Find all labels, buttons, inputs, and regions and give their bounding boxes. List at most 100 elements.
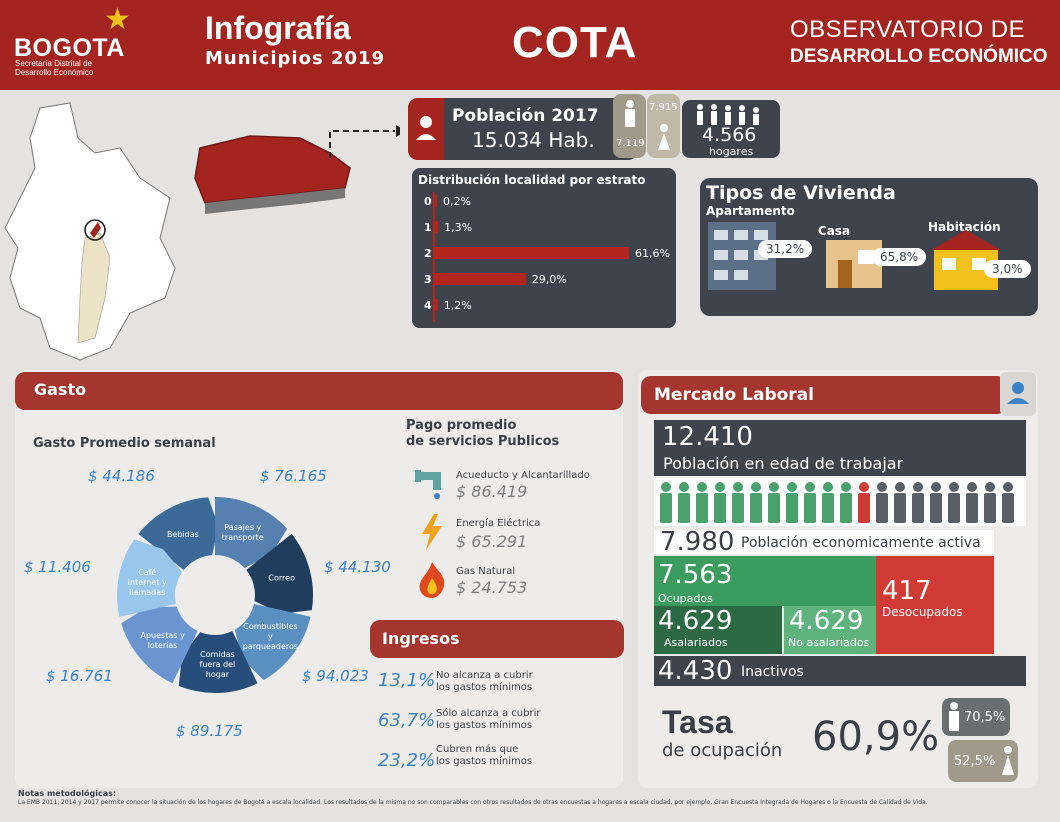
person-body <box>714 493 726 523</box>
pea-value: 7.980 <box>660 527 735 557</box>
person-head <box>967 482 977 492</box>
servicio-value-acueducto: $ 86.419 <box>456 482 528 501</box>
gasto-segment <box>178 631 258 693</box>
gas-flame-icon <box>419 562 445 598</box>
estrato-bar <box>434 299 438 311</box>
estrato-value: 29,0% <box>532 273 567 286</box>
no-asalariados-box <box>784 606 876 654</box>
ingreso-line2-1: los gastos mínimos <box>436 682 533 693</box>
desocupados-value: 417 <box>882 576 932 606</box>
pet-value: 12.410 <box>662 422 753 452</box>
no-asalariados-value: 4.629 <box>789 606 864 636</box>
men-value: 7.119 <box>616 138 645 149</box>
person-head <box>751 482 761 492</box>
pea-label: Población economicamente activa <box>741 535 981 551</box>
servicio-label-acueducto: Acueducto y Alcantarillado <box>456 470 590 481</box>
gasto-value-combustibles: $ 94.023 <box>302 667 369 685</box>
observatorio-line1: OBSERVATORIO DE <box>790 16 1026 43</box>
person-head <box>895 482 905 492</box>
ingreso-line2-2: los gastos mínimos <box>436 720 533 731</box>
ingreso-line1-1: No alcanza a cubrir <box>436 670 533 681</box>
person-body <box>858 493 870 523</box>
ocupados-label: Ocupados <box>658 592 713 605</box>
woman-icon <box>1002 746 1014 775</box>
servicio-value-gas: $ 24.753 <box>456 578 528 597</box>
gasto-value-comidas: $ 89.175 <box>176 722 243 740</box>
servicio-value-energia: $ 65.291 <box>456 532 528 551</box>
estrato-value: 0,2% <box>443 195 471 208</box>
person-body <box>786 493 798 523</box>
desocupados-label: Desocupados <box>882 605 963 619</box>
ingreso-line2-3: los gastos mínimos <box>436 756 533 767</box>
gasto-segment-label: fuera del <box>200 660 236 669</box>
apartment-building-icon <box>708 222 776 290</box>
population-label: Población 2017 <box>452 106 599 126</box>
ingreso-pct-3: 23,2% <box>378 750 436 771</box>
person-head <box>985 482 995 492</box>
person-head <box>949 482 959 492</box>
women-value: 7.915 <box>649 102 678 113</box>
habitacion-label: Habitación <box>928 220 1001 234</box>
person-body <box>876 493 888 523</box>
person-body <box>804 493 816 523</box>
gasto-segment-label: Combustibles <box>243 622 297 631</box>
apartamento-label: Apartamento <box>706 204 795 218</box>
inactivos-value: 4.430 <box>658 656 733 686</box>
user-icon <box>1000 372 1036 416</box>
population-value: 15.034 Hab. <box>472 128 595 152</box>
ocupados-value: 7.563 <box>658 560 733 590</box>
gasto-segment-label: y <box>268 632 273 641</box>
gasto-segment-label: Comidas <box>200 650 235 659</box>
gasto-value-bebidas: $ 44.186 <box>88 467 155 485</box>
person-head <box>805 482 815 492</box>
women-box: 7.915 <box>647 94 680 158</box>
estrato-title: Distribución localidad por estrato <box>418 173 646 187</box>
households-label: hogares <box>709 145 754 158</box>
apartamento-value: 31,2% <box>758 240 813 258</box>
logo-subtitle: Secretaría Distrital de Desarrollo Econó… <box>15 59 94 77</box>
men-box: 7.119 <box>613 94 646 158</box>
person-head <box>661 482 671 492</box>
city-title: COTA <box>512 18 638 67</box>
person-body <box>750 493 762 523</box>
estrato-row-label: 3 <box>424 273 432 286</box>
gasto-segment-label: internet y <box>128 578 167 587</box>
person-body <box>660 493 672 523</box>
habitacion-value: 3,0% <box>984 260 1031 278</box>
person-body <box>840 493 852 523</box>
person-body <box>984 493 996 523</box>
gasto-segment <box>246 533 313 614</box>
ingreso-line1-3: Cubren más que <box>436 744 519 755</box>
notes-text: La EMB 2011, 2014 y 2017 permite conocer… <box>18 799 928 806</box>
woman-icon <box>658 124 670 150</box>
person-body <box>822 493 834 523</box>
gasto-segment <box>138 497 219 571</box>
logo-text: BOGOTA <box>14 34 125 62</box>
gasto-value-correo: $ 44.130 <box>324 558 391 576</box>
estrato-row-label: 0 <box>424 195 432 208</box>
person-head <box>715 482 725 492</box>
person-body <box>912 493 924 523</box>
pet-label: Población en edad de trabajar <box>663 454 904 473</box>
ingresos-header <box>370 620 624 658</box>
estrato-bar <box>434 221 439 233</box>
man-icon <box>625 100 635 127</box>
casa-label: Casa <box>818 224 851 238</box>
person-head <box>877 482 887 492</box>
person-head <box>841 482 851 492</box>
tasa-value: 60,9% <box>812 714 940 760</box>
casa-value: 65,8% <box>872 248 927 266</box>
gasto-segment <box>234 603 311 681</box>
gasto-segment-label: Bebidas <box>167 530 199 539</box>
mercado-header <box>641 376 1007 414</box>
estrato-bar <box>434 247 629 259</box>
person-head <box>823 482 833 492</box>
tasa-subtitle: de ocupación <box>662 740 783 761</box>
gasto-segment-label: Correo <box>268 573 295 582</box>
infographic-subtitle: Municipios 2019 <box>205 48 386 69</box>
person-body <box>966 493 978 523</box>
inactivos-label: Inactivos <box>741 664 804 680</box>
person-body <box>1002 493 1014 523</box>
pet-box <box>654 420 1026 476</box>
people-pictogram <box>660 482 1014 523</box>
